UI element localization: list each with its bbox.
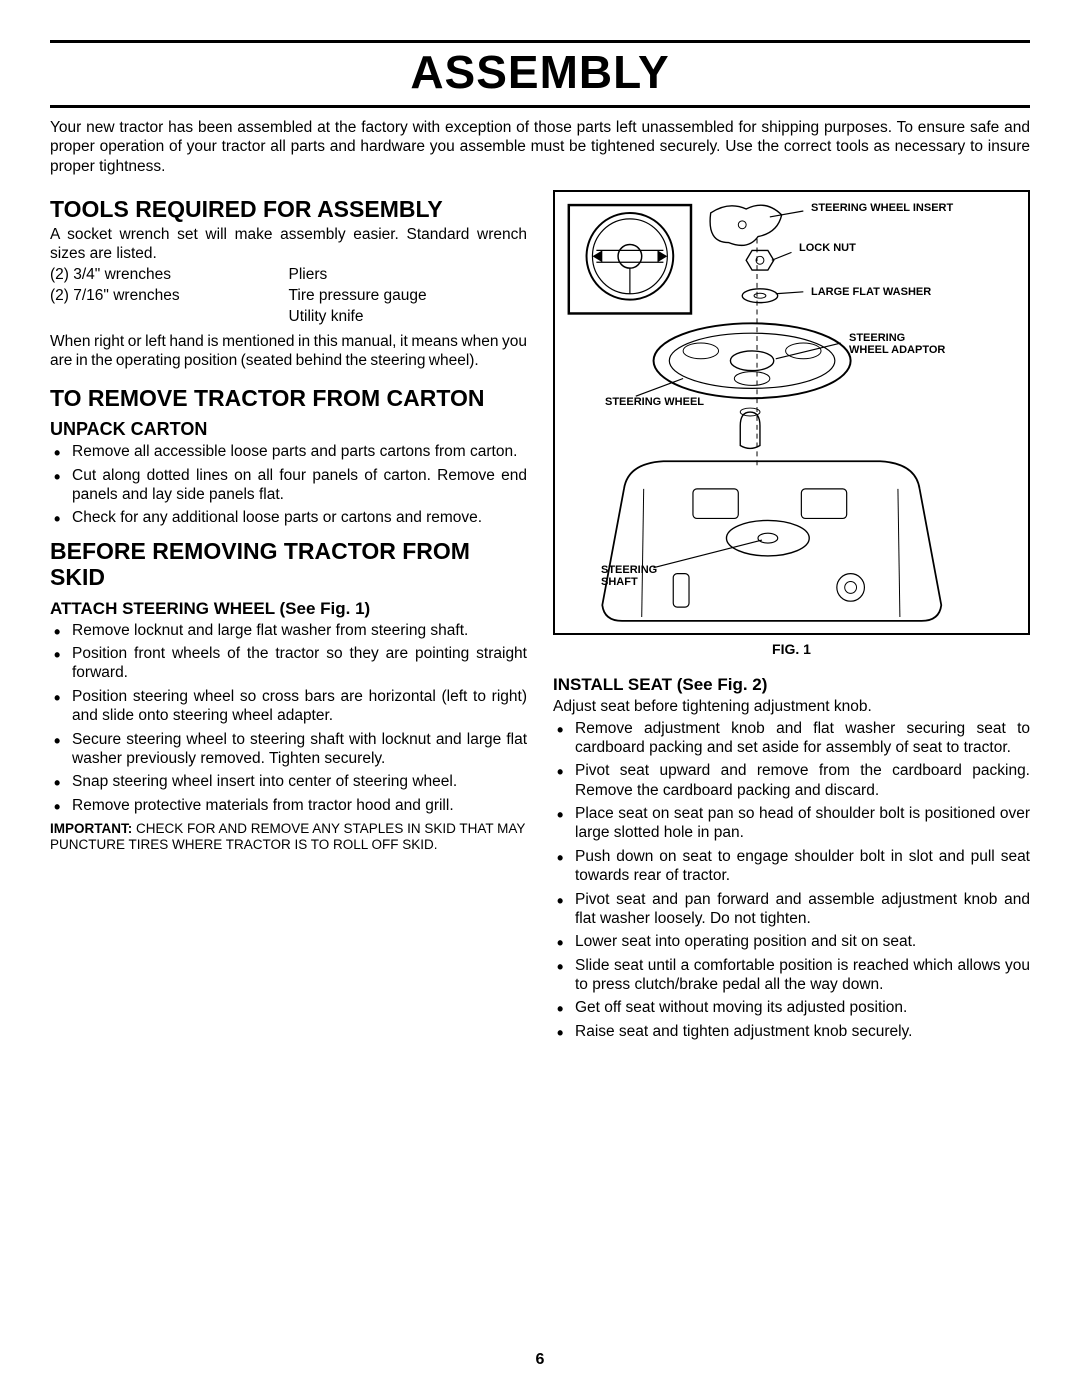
list-item: Raise seat and tighten adjustment knob s… [553, 1022, 1030, 1041]
install-seat-heading: INSTALL SEAT (See Fig. 2) [553, 675, 1030, 695]
seat-lead: Adjust seat before tightening adjustment… [553, 697, 1030, 716]
tool-item: (2) 7/16" wrenches [50, 286, 289, 307]
figure-1: STEERING WHEEL INSERT LOCK NUT LARGE FLA… [553, 190, 1030, 635]
title-rule [50, 105, 1030, 108]
page-title: ASSEMBLY [50, 43, 1030, 105]
tools-left-col: (2) 3/4" wrenches (2) 7/16" wrenches [50, 265, 289, 328]
list-item: Pivot seat upward and remove from the ca… [553, 761, 1030, 800]
list-item: Place seat on seat pan so head of should… [553, 804, 1030, 843]
tool-item: Tire pressure gauge [289, 286, 528, 307]
intro-paragraph: Your new tractor has been assembled at t… [50, 118, 1030, 176]
attach-wheel-list: Remove locknut and large flat washer fro… [50, 621, 527, 815]
tool-item: Utility knife [289, 307, 528, 328]
tools-note: When right or left hand is mentioned in … [50, 332, 527, 371]
tools-lead: A socket wrench set will make assembly e… [50, 225, 527, 264]
page-number: 6 [0, 1351, 1080, 1369]
label-shaft: STEERING SHAFT [601, 564, 657, 588]
label-insert: STEERING WHEEL INSERT [811, 202, 953, 214]
unpack-subhead: UNPACK CARTON [50, 419, 527, 440]
unpack-list: Remove all accessible loose parts and pa… [50, 442, 527, 528]
tools-table: (2) 3/4" wrenches (2) 7/16" wrenches Pli… [50, 265, 527, 328]
label-locknut: LOCK NUT [799, 242, 856, 254]
list-item: Remove adjustment knob and flat washer s… [553, 719, 1030, 758]
right-column: STEERING WHEEL INSERT LOCK NUT LARGE FLA… [553, 190, 1030, 1045]
two-column-layout: TOOLS REQUIRED FOR ASSEMBLY A socket wre… [50, 190, 1030, 1045]
list-item: Position steering wheel so cross bars ar… [50, 687, 527, 726]
list-item: Get off seat without moving its adjusted… [553, 998, 1030, 1017]
tool-item: (2) 3/4" wrenches [50, 265, 289, 286]
tool-item: Pliers [289, 265, 528, 286]
seat-list: Remove adjustment knob and flat washer s… [553, 719, 1030, 1042]
important-label: IMPORTANT: [50, 821, 132, 836]
list-item: Remove locknut and large flat washer fro… [50, 621, 527, 640]
list-item: Secure steering wheel to steering shaft … [50, 730, 527, 769]
before-heading: BEFORE REMOVING TRACTOR FROM SKID [50, 538, 527, 591]
list-item: Cut along dotted lines on all four panel… [50, 466, 527, 505]
attach-wheel-subhead: ATTACH STEERING WHEEL (See Fig. 1) [50, 599, 527, 619]
label-washer: LARGE FLAT WASHER [811, 286, 931, 298]
list-item: Lower seat into operating position and s… [553, 932, 1030, 951]
list-item: Remove all accessible loose parts and pa… [50, 442, 527, 461]
list-item: Check for any additional loose parts or … [50, 508, 527, 527]
label-wheel: STEERING WHEEL [605, 396, 704, 408]
list-item: Pivot seat and pan forward and assemble … [553, 890, 1030, 929]
list-item: Position front wheels of the tractor so … [50, 644, 527, 683]
tools-right-col: Pliers Tire pressure gauge Utility knife [289, 265, 528, 328]
figure-caption: FIG. 1 [553, 641, 1030, 657]
remove-heading: TO REMOVE TRACTOR FROM CARTON [50, 385, 527, 411]
left-column: TOOLS REQUIRED FOR ASSEMBLY A socket wre… [50, 190, 527, 1045]
list-item: Snap steering wheel insert into center o… [50, 772, 527, 791]
important-note: IMPORTANT: CHECK FOR AND REMOVE ANY STAP… [50, 821, 527, 853]
label-adaptor: STEERING WHEEL ADAPTOR [849, 332, 945, 356]
tools-heading: TOOLS REQUIRED FOR ASSEMBLY [50, 196, 527, 222]
list-item: Slide seat until a comfortable position … [553, 956, 1030, 995]
list-item: Remove protective materials from tractor… [50, 796, 527, 815]
list-item: Push down on seat to engage shoulder bol… [553, 847, 1030, 886]
